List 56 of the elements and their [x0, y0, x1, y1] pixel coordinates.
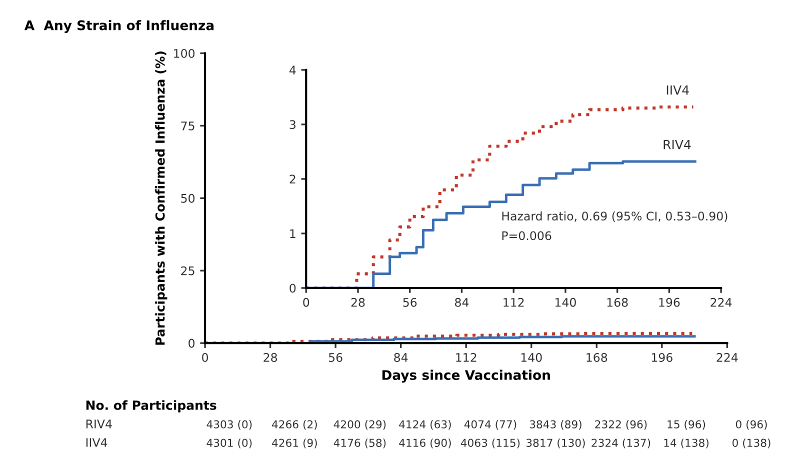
y-axis-title: Participants with Confirmed Influenza (%) — [155, 52, 168, 345]
text: 3843 (89) — [530, 420, 582, 430]
y-tick-label: 50 — [181, 194, 195, 203]
x-tick-label: 112 — [456, 353, 476, 362]
x-tick-label: 28 — [264, 353, 277, 362]
text: 4303 (0) — [206, 420, 252, 430]
text: 2322 (96) — [595, 420, 647, 430]
y-tick-label: 0 — [188, 338, 195, 348]
text: 4261 (9) — [272, 438, 317, 448]
y-tick-label: 75 — [181, 122, 194, 130]
x-tick-label: 224 — [710, 298, 732, 307]
x-tick-label: 28 — [351, 298, 365, 307]
x-tick-label: 196 — [652, 353, 672, 362]
x-tick-label: 196 — [659, 298, 680, 307]
y-tick-label: 3 — [290, 120, 296, 130]
text: 2324 (137) — [592, 438, 650, 448]
text: 15 (96) — [668, 420, 706, 430]
text: 4074 (77) — [464, 420, 516, 430]
text: RIV4 — [86, 420, 112, 428]
y-tick-label: 100 — [174, 48, 195, 58]
text: 4200 (29) — [334, 420, 386, 430]
x-tick-label: 84 — [455, 298, 469, 307]
series-label: RIV4 — [664, 140, 691, 150]
y-tick-label: 2 — [290, 174, 296, 184]
text: 4116 (90) — [399, 438, 451, 448]
text: 0 (138) — [732, 438, 770, 448]
text: 4301 (0) — [206, 438, 252, 448]
text: 0 (96) — [736, 420, 767, 430]
text: 4266 (2) — [272, 420, 317, 430]
annotation: Hazard ratio, 0.69 (95% CI, 0.53–0.90) — [502, 211, 728, 222]
x-tick-label: 168 — [586, 353, 608, 362]
series-label: IIV4 — [666, 85, 689, 95]
x-tick-label: 56 — [403, 298, 417, 307]
y-tick-label: 0 — [290, 284, 296, 293]
text: 3817 (130) — [526, 438, 585, 448]
y-tick-label: 1 — [290, 229, 296, 238]
annotation: P=0.006 — [502, 231, 552, 240]
text: 4176 (58) — [334, 438, 386, 448]
x-tick-label: 140 — [555, 298, 576, 307]
x-tick-label: 0 — [303, 298, 310, 307]
x-tick-label: 56 — [328, 353, 342, 362]
x-tick-label: 224 — [716, 353, 738, 362]
text: IIV4 — [86, 438, 108, 447]
x-tick-label: 168 — [607, 298, 628, 307]
x-tick-label: 112 — [504, 298, 524, 307]
x-tick-label: 0 — [202, 353, 208, 362]
y-tick-label: 25 — [181, 266, 194, 276]
x-tick-label: 140 — [521, 353, 542, 362]
text: 4063 (115) — [460, 438, 520, 448]
y-tick-label: 4 — [289, 66, 296, 74]
x-axis-title: Days since Vaccination — [382, 370, 550, 383]
x-tick-label: 84 — [394, 353, 408, 362]
chart-title: A Any Strain of Influenza — [24, 20, 214, 33]
text: 4124 (63) — [399, 420, 451, 430]
text: No. of Participants — [86, 400, 216, 412]
text: 14 (138) — [664, 438, 708, 448]
